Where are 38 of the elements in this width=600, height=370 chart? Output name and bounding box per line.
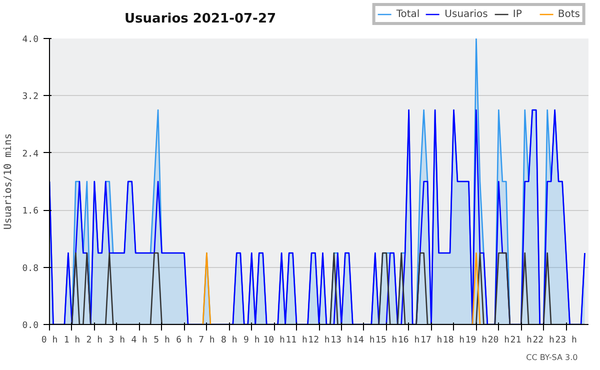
x-tick-label: 7 h xyxy=(198,336,215,346)
x-tick-label: 19 h xyxy=(465,336,488,346)
x-tick-label: 18 h xyxy=(442,336,465,346)
chart-title: Usuarios 2021-07-27 xyxy=(124,12,276,26)
x-tick-label: 2 h xyxy=(86,336,103,346)
x-tick-label: 21 h xyxy=(510,336,532,346)
x-tick-label: 6 h xyxy=(176,336,192,346)
legend-label: Usuarios xyxy=(444,8,488,20)
x-tick-label: 23 h xyxy=(555,336,577,346)
x-tick-label: 9 h xyxy=(243,336,260,346)
x-tick-label: 1 h xyxy=(64,336,80,346)
x-tick-label: 16 h xyxy=(398,336,420,346)
x-tick-label: 5 h xyxy=(154,336,170,346)
legend-label: IP xyxy=(512,8,523,20)
x-tick-label: 0 h xyxy=(41,336,58,346)
x-tick-label: 14 h xyxy=(353,336,375,346)
x-tick-label: 20 h xyxy=(488,336,510,346)
y-tick-label: 0.8 xyxy=(22,264,39,274)
x-tick-label: 11 h xyxy=(286,336,308,346)
y-tick-label: 3.2 xyxy=(22,92,39,102)
x-tick-label: 15 h xyxy=(376,336,398,346)
y-axis-title: Usuarios/10 mins xyxy=(3,133,14,230)
y-tick-label: 2.4 xyxy=(22,149,39,160)
x-tick-label: 22 h xyxy=(532,336,554,346)
line-series xyxy=(50,109,586,324)
x-tick-label: 3 h xyxy=(108,336,126,346)
x-tick-label: 13 h xyxy=(330,336,352,346)
legend-label: Bots xyxy=(558,8,580,20)
x-tick-label: 10 h xyxy=(263,336,285,346)
x-tick-label: 8 h xyxy=(221,336,238,346)
y-tick-label: 4.0 xyxy=(22,35,39,45)
x-tick-label: 12 h xyxy=(308,336,330,346)
x-tick-label: 4 h xyxy=(131,336,148,346)
text: CC BY-SA 3.0 xyxy=(526,353,578,362)
y-tick-label: 0.0 xyxy=(22,321,39,331)
y-tick-label: 1.6 xyxy=(22,206,39,217)
x-tick-label: 17 h xyxy=(420,336,442,346)
legend-label: Total xyxy=(396,8,420,20)
